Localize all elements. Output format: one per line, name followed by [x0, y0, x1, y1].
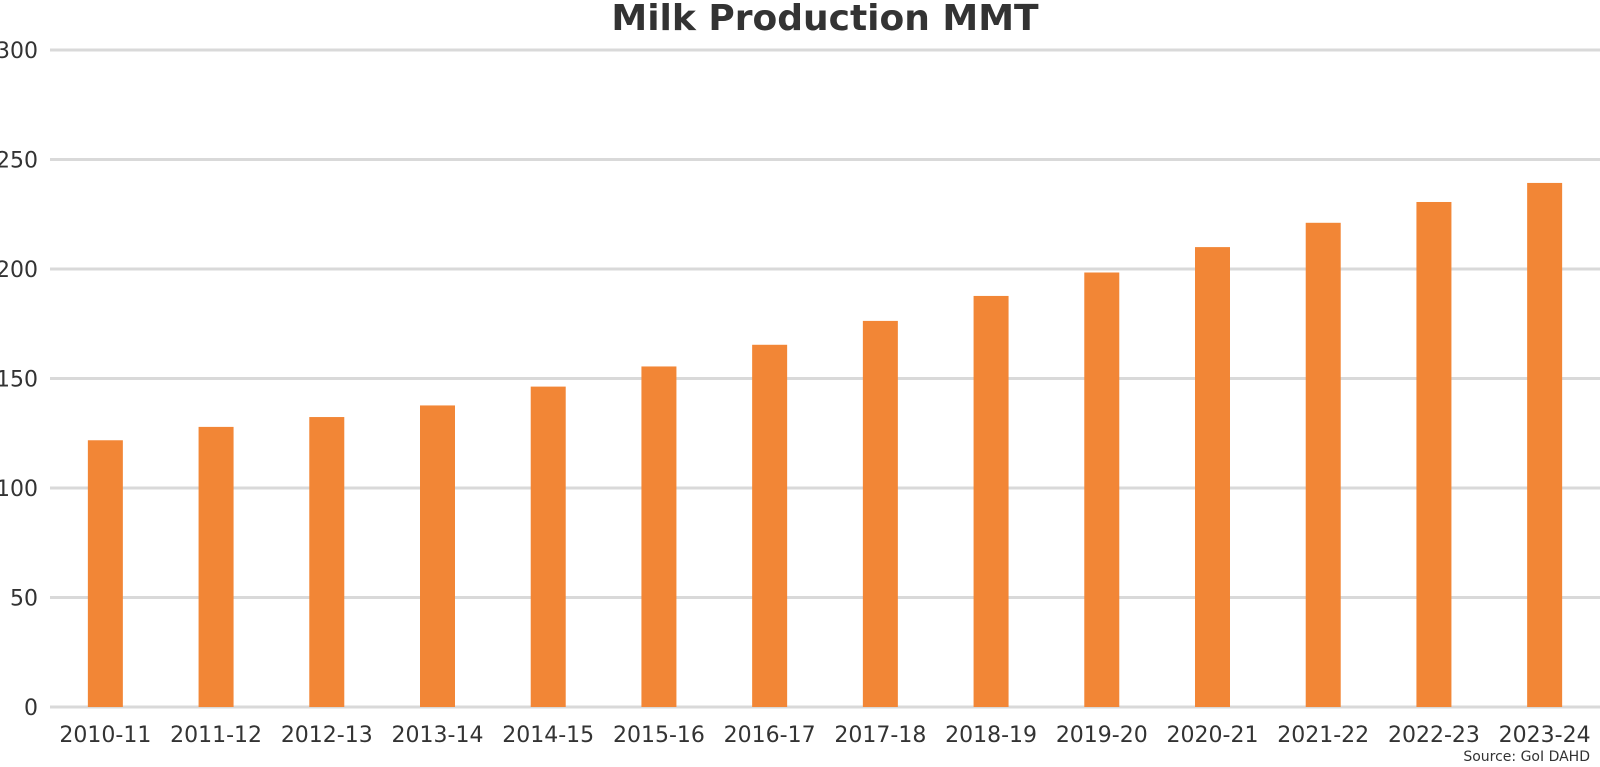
bar-series	[87, 182, 1563, 708]
source-note: Source: GoI DAHD	[1463, 749, 1590, 765]
x-tick-label: 2010-11	[59, 723, 151, 748]
x-tick-label: 2014-15	[502, 723, 594, 748]
y-tick-label: 150	[0, 368, 38, 393]
y-tick-label: 200	[0, 258, 38, 283]
bar-2017-18	[862, 320, 898, 707]
y-tick-label: 250	[0, 149, 38, 174]
bar-2011-12	[198, 426, 234, 707]
x-tick-label: 2012-13	[281, 723, 373, 748]
y-tick-label: 100	[0, 477, 38, 502]
x-tick-label: 2021-22	[1277, 723, 1369, 748]
bar-2015-16	[641, 366, 677, 707]
bar-2022-23	[1416, 201, 1452, 707]
x-tick-label: 2013-14	[392, 723, 484, 748]
bar-2019-20	[1084, 272, 1120, 707]
bar-2023-24	[1527, 182, 1563, 708]
bar-2014-15	[530, 386, 566, 707]
bar-2018-19	[973, 295, 1009, 707]
x-tick-label: 2020-21	[1167, 723, 1259, 748]
x-tick-label: 2017-18	[834, 723, 926, 748]
x-tick-label: 2011-12	[170, 723, 262, 748]
bar-2020-21	[1195, 247, 1230, 707]
x-tick-label: 2016-17	[724, 723, 816, 748]
bar-2013-14	[420, 405, 455, 707]
bar-2012-13	[309, 417, 345, 707]
y-axis-ticks: 0 50 100 150 200 250 300	[0, 39, 38, 721]
gridlines	[50, 48, 1600, 709]
x-axis-ticks: 2010-11 2011-12 2012-13 2013-14 2014-15 2015-…	[59, 723, 1590, 748]
bar-2010-11	[87, 440, 123, 707]
x-tick-label: 2015-16	[613, 723, 705, 748]
x-tick-label: 2022-23	[1388, 723, 1480, 748]
bar-2016-17	[752, 344, 788, 707]
x-tick-label: 2019-20	[1056, 723, 1148, 748]
y-tick-label: 50	[10, 587, 38, 612]
y-tick-label: 0	[24, 696, 38, 721]
x-tick-label: 2018-19	[945, 723, 1037, 748]
y-tick-label: 300	[0, 39, 38, 64]
x-tick-label: 2023-24	[1499, 723, 1591, 748]
chart-title: Milk Production MMT	[611, 0, 1039, 39]
bar-2021-22	[1305, 222, 1341, 707]
